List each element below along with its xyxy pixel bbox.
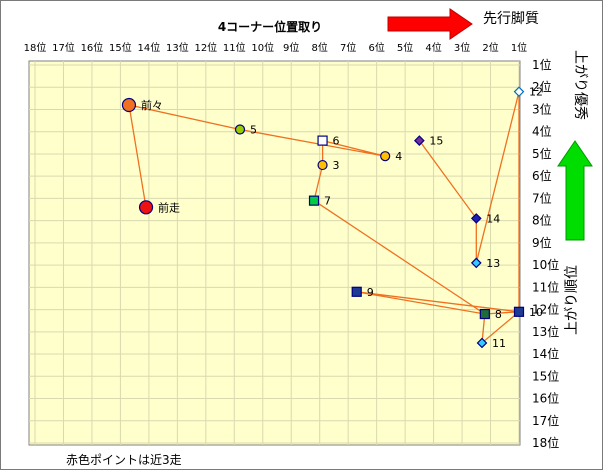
x-tick-label: 13位 <box>166 41 189 54</box>
x-tick-label: 6位 <box>368 41 384 54</box>
data-point <box>380 151 391 162</box>
y-tick-label: 12位 <box>532 302 559 317</box>
data-point <box>479 308 490 320</box>
y-tick-label: 4位 <box>532 124 552 139</box>
y-tick-label: 8位 <box>532 213 552 228</box>
x-tick-label: 9位 <box>283 41 299 54</box>
y-tick-label: 15位 <box>532 368 559 383</box>
data-label: 8 <box>495 308 502 321</box>
red-right-arrow-icon <box>387 8 473 40</box>
data-label: 11 <box>492 337 506 350</box>
x-tick-label: 7位 <box>340 41 356 54</box>
top-arrow-label: 先行脚質 <box>483 11 539 27</box>
data-point <box>414 135 425 146</box>
plot-background <box>28 60 521 446</box>
x-tick-label: 10位 <box>251 41 274 54</box>
data-point <box>476 337 488 349</box>
y-tick-label: 2位 <box>532 79 552 94</box>
data-label: 6 <box>333 135 340 148</box>
y-tick-label: 9位 <box>532 235 552 250</box>
y-tick-label: 17位 <box>532 413 559 428</box>
data-point <box>317 159 328 171</box>
data-point <box>351 286 362 297</box>
data-point <box>513 86 525 98</box>
y-tick-label: 13位 <box>532 324 559 339</box>
data-point <box>138 200 154 215</box>
data-label: 4 <box>395 150 402 163</box>
x-tick-label: 2位 <box>482 41 498 54</box>
green-up-arrow-icon <box>557 140 593 241</box>
plot-area: 前走 前々 5 6 3 4 15 7 14 13 12 9 8 10 11 <box>28 60 543 446</box>
data-point <box>470 257 482 269</box>
data-point <box>470 213 482 224</box>
x-tick-label: 12位 <box>194 41 217 54</box>
data-label: 3 <box>333 159 340 172</box>
data-point <box>234 124 246 135</box>
x-tick-label: 17位 <box>52 41 75 54</box>
y-tick-label: 3位 <box>532 101 552 116</box>
y-tick-label: 14位 <box>532 346 559 361</box>
data-label: 5 <box>250 123 257 136</box>
data-label: 7 <box>324 195 331 208</box>
data-point <box>308 195 320 206</box>
y-tick-label: 7位 <box>532 190 552 205</box>
y-tick-label: 6位 <box>532 168 552 183</box>
data-point <box>513 306 525 317</box>
data-label: 10 <box>529 306 543 319</box>
x-tick-label: 1位 <box>511 41 527 54</box>
right-bottom-label: 上がり順位 <box>564 265 580 335</box>
y-tick-label: 16位 <box>532 391 559 406</box>
x-tick-label: 18位 <box>24 41 47 54</box>
data-label: 12 <box>529 86 543 99</box>
x-tick-label: 11位 <box>223 41 246 54</box>
right-top-label: 上がり優秀 <box>572 50 588 120</box>
y-tick-label: 10位 <box>532 257 559 272</box>
data-label: 15 <box>429 135 443 148</box>
x-tick-label: 16位 <box>81 41 104 54</box>
y-tick-label: 11位 <box>532 279 559 294</box>
y-tick-label: 18位 <box>532 435 559 450</box>
data-label: 14 <box>486 212 500 225</box>
x-tick-label: 5位 <box>397 41 413 54</box>
x-tick-label: 3位 <box>454 41 470 54</box>
y-tick-label: 1位 <box>532 57 552 72</box>
x-tick-label: 4位 <box>425 41 441 54</box>
grid-lines <box>29 61 520 445</box>
data-label: 前走 <box>158 200 180 214</box>
data-label: 前々 <box>141 98 163 112</box>
data-label: 9 <box>367 286 374 299</box>
data-label: 13 <box>486 257 500 270</box>
y-tick-label: 5位 <box>532 146 552 161</box>
footnote: 赤色ポイントは近3走 <box>66 453 182 467</box>
chart-title: 4コーナー位置取り <box>218 19 322 34</box>
data-point <box>317 135 328 146</box>
x-tick-label: 14位 <box>138 41 161 54</box>
x-tick-label: 8位 <box>312 41 328 54</box>
x-tick-label: 15位 <box>109 41 132 54</box>
data-point <box>121 97 137 113</box>
